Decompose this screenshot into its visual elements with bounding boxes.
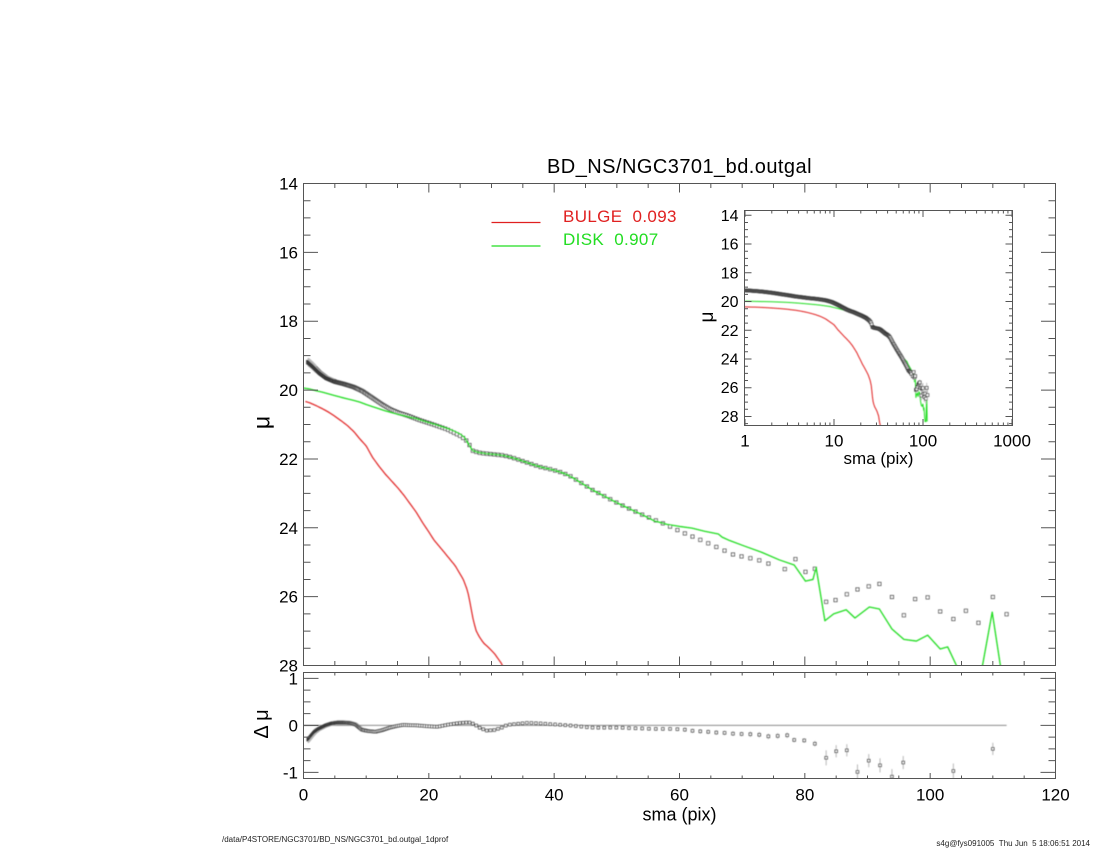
svg-text:10: 10 [825, 432, 844, 451]
svg-text:22: 22 [721, 323, 739, 340]
svg-text:BULGE 0.093: BULGE 0.093 [563, 207, 677, 226]
svg-text:28: 28 [721, 409, 739, 426]
svg-text:26: 26 [721, 380, 739, 397]
svg-text:BD_NS/NGC3701_bd.outgal: BD_NS/NGC3701_bd.outgal [547, 156, 812, 178]
svg-text:16: 16 [721, 237, 739, 254]
svg-text:24: 24 [721, 352, 739, 369]
svg-text:18: 18 [721, 265, 739, 282]
svg-text:sma (pix): sma (pix) [642, 805, 716, 825]
svg-text:DISK 0.907: DISK 0.907 [563, 230, 659, 249]
svg-text:14: 14 [721, 208, 739, 225]
svg-text:μ: μ [249, 416, 275, 429]
svg-text:/data/P4STORE/NGC3701/BD_NS/NG: /data/P4STORE/NGC3701/BD_NS/NGC3701_bd.o… [222, 835, 449, 844]
svg-text:14: 14 [279, 175, 298, 194]
svg-text:20: 20 [279, 381, 298, 400]
svg-text:1: 1 [289, 669, 298, 688]
svg-text:1000: 1000 [993, 432, 1031, 451]
svg-text:0: 0 [299, 786, 308, 805]
svg-text:μ: μ [697, 312, 718, 323]
svg-text:22: 22 [279, 450, 298, 469]
svg-text:28: 28 [279, 657, 298, 676]
svg-text:-1: -1 [283, 763, 298, 782]
svg-text:Δ μ: Δ μ [251, 709, 273, 738]
svg-text:16: 16 [279, 243, 298, 262]
svg-text:20: 20 [419, 786, 438, 805]
svg-text:20: 20 [721, 294, 739, 311]
svg-text:80: 80 [795, 786, 814, 805]
svg-text:0: 0 [289, 716, 298, 735]
svg-text:sma (pix): sma (pix) [844, 449, 914, 468]
svg-text:24: 24 [279, 519, 298, 538]
svg-text:100: 100 [916, 786, 944, 805]
svg-text:26: 26 [279, 588, 298, 607]
svg-text:18: 18 [279, 312, 298, 331]
svg-text:60: 60 [670, 786, 689, 805]
svg-text:1: 1 [740, 432, 749, 451]
svg-text:100: 100 [909, 432, 937, 451]
svg-text:120: 120 [1041, 786, 1069, 805]
svg-text:s4g@fys091005 Thu Jun 5 18:0: s4g@fys091005 Thu Jun 5 18:06:51 2014 [936, 839, 1090, 848]
svg-text:40: 40 [545, 786, 564, 805]
